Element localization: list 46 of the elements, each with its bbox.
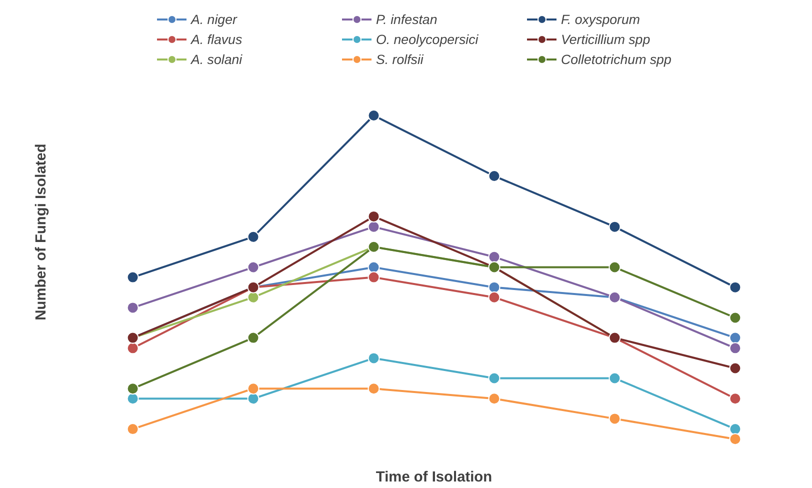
- legend-label: Colletotrichum spp: [561, 52, 672, 66]
- point: [488, 170, 500, 182]
- point: [729, 342, 742, 354]
- point: [368, 352, 380, 364]
- point: [247, 230, 260, 243]
- legend-label: Verticillium spp: [561, 32, 652, 46]
- point: [729, 332, 742, 344]
- point: [729, 392, 742, 405]
- point: [368, 210, 380, 222]
- legend-label: F. oxysporum: [561, 12, 642, 26]
- legend-label: A. flavus: [191, 32, 244, 46]
- legend-label: O. neolycopersici: [376, 32, 480, 46]
- point: [368, 261, 380, 274]
- point: [608, 372, 621, 384]
- point: [126, 423, 139, 436]
- point: [247, 261, 260, 274]
- point: [608, 412, 621, 425]
- point: [488, 392, 500, 405]
- point: [126, 392, 139, 405]
- point: [247, 382, 260, 395]
- point: [247, 392, 260, 405]
- point: [368, 220, 380, 233]
- point: [729, 312, 742, 324]
- point: [368, 110, 380, 122]
- point: [126, 342, 139, 354]
- point: [488, 291, 500, 304]
- point: [247, 332, 260, 344]
- point: [488, 281, 500, 294]
- point: [608, 220, 621, 233]
- point: [368, 271, 380, 284]
- x-axis-title: Time of Isolation: [376, 470, 492, 486]
- legend-label: P. infestan: [376, 12, 438, 26]
- point: [126, 382, 139, 395]
- point: [729, 362, 742, 374]
- legend-label: A. solani: [191, 52, 244, 66]
- point: [608, 261, 621, 274]
- point: [729, 433, 742, 446]
- point: [126, 271, 139, 284]
- y-axis-title: Number of Fungi Isolated: [34, 144, 50, 320]
- legend-label: S. rolfsii: [376, 52, 424, 66]
- point: [368, 382, 380, 395]
- point: [126, 302, 139, 314]
- point: [488, 372, 500, 384]
- point: [488, 250, 500, 263]
- point: [729, 281, 742, 294]
- legend-label: A. niger: [191, 12, 238, 26]
